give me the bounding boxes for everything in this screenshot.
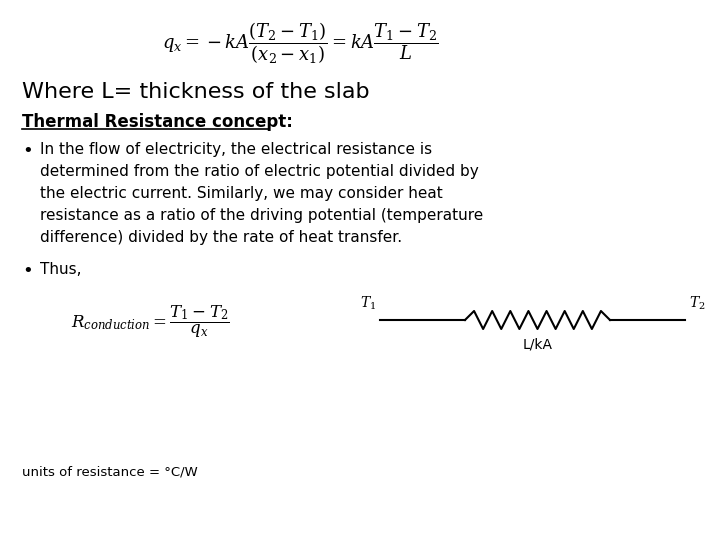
- Text: units of resistance = °C/W: units of resistance = °C/W: [22, 465, 198, 478]
- Text: •: •: [22, 142, 32, 160]
- Text: difference) divided by the rate of heat transfer.: difference) divided by the rate of heat …: [40, 230, 402, 245]
- Text: the electric current. Similarly, we may consider heat: the electric current. Similarly, we may …: [40, 186, 443, 201]
- Text: $R_{conduction} = \dfrac{T_1 - T_2}{q_x}$: $R_{conduction} = \dfrac{T_1 - T_2}{q_x}…: [71, 303, 230, 340]
- Text: Thus,: Thus,: [40, 262, 81, 277]
- Text: Thermal Resistance concept:: Thermal Resistance concept:: [22, 113, 293, 131]
- Text: In the flow of electricity, the electrical resistance is: In the flow of electricity, the electric…: [40, 142, 432, 157]
- Text: $T_1$: $T_1$: [360, 295, 376, 312]
- Text: $T_2$: $T_2$: [689, 295, 706, 312]
- Text: $q_x = -kA\dfrac{(T_2 - T_1)}{(x_2 - x_1)} = kA\dfrac{T_1 - T_2}{L}$: $q_x = -kA\dfrac{(T_2 - T_1)}{(x_2 - x_1…: [161, 20, 438, 66]
- Text: Where L= thickness of the slab: Where L= thickness of the slab: [22, 82, 369, 102]
- Text: L/kA: L/kA: [523, 338, 552, 352]
- Text: •: •: [22, 262, 32, 280]
- Text: determined from the ratio of electric potential divided by: determined from the ratio of electric po…: [40, 164, 479, 179]
- Text: resistance as a ratio of the driving potential (temperature: resistance as a ratio of the driving pot…: [40, 208, 483, 223]
